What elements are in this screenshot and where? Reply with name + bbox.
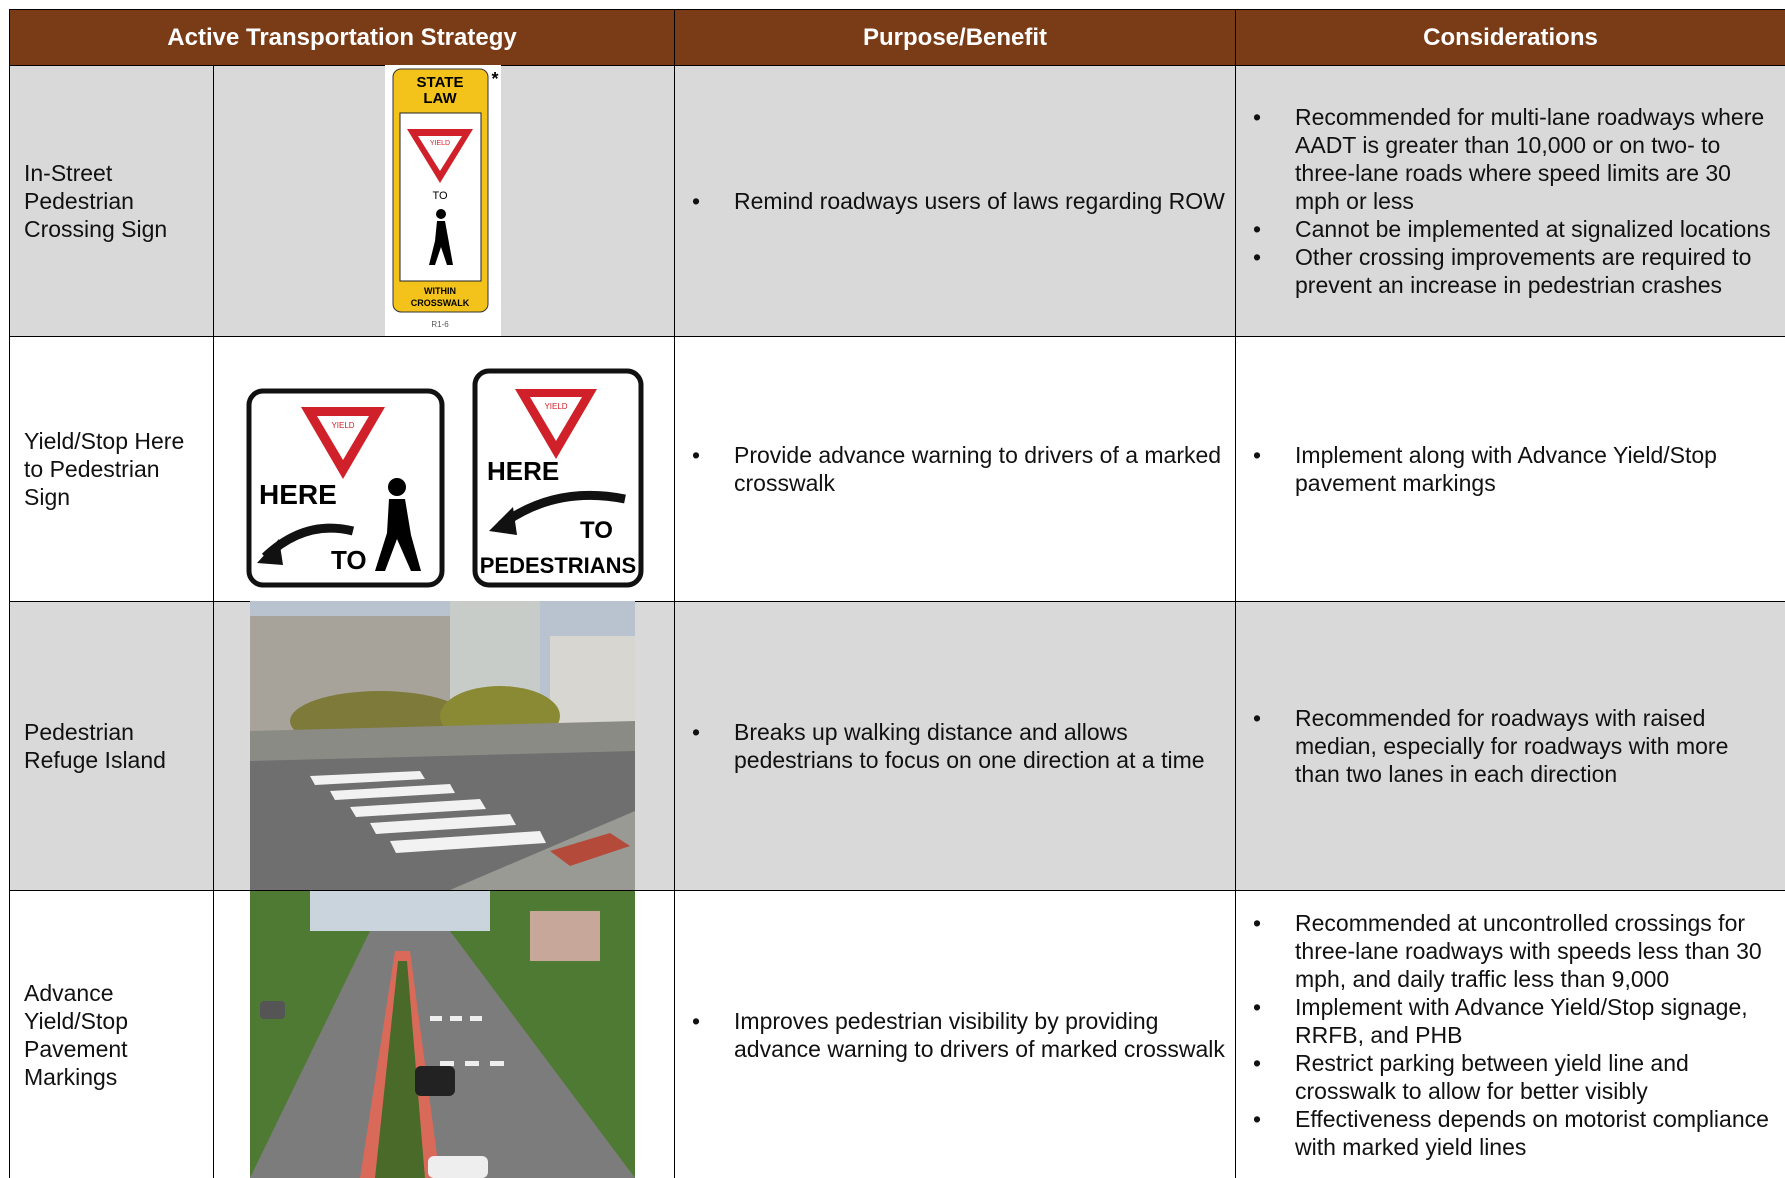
sign-text: TO (580, 517, 613, 544)
sign-text: HERE (487, 456, 559, 486)
bullet-item: Other crossing improvements are required… (1253, 243, 1775, 299)
bullet-list: Recommended at uncontrolled crossings fo… (1236, 909, 1785, 1161)
strategy-cell: Yield/Stop Here to Pedestrian Sign (9, 336, 214, 602)
sign-text: YIELD (544, 402, 567, 411)
refuge-island-photo (250, 601, 635, 890)
sign-text: LAW (423, 90, 457, 107)
bullet-list: Remind roadways users of laws regarding … (675, 187, 1235, 215)
bullet-item: Recommended for multi-lane roadways wher… (1253, 103, 1775, 215)
bullet-item: Restrict parking between yield line and … (1253, 1049, 1775, 1105)
header-cell: Active Transportation Strategy (8, 9, 676, 66)
purpose-cell: Breaks up walking distance and allows pe… (674, 601, 1237, 891)
considerations-cell: Recommended for multi-lane roadways wher… (1235, 65, 1785, 337)
sign-text: PEDESTRIANS (480, 553, 636, 578)
sign-text: R1-6 (431, 320, 449, 329)
bullet-item: Cannot be implemented at signalized loca… (1253, 215, 1775, 243)
strategy-cell: Advance Yield/Stop Pavement Markings (9, 890, 214, 1178)
r1-6-sign: STATE LAW * YIELD TO WITHIN CROSSWALK R1… (385, 65, 501, 336)
bullet-list: Implement along with Advance Yield/Stop … (1236, 441, 1785, 497)
purpose-cell: Provide advance warning to drivers of a … (674, 336, 1237, 602)
bullet-list: Improves pedestrian visibility by provid… (675, 1007, 1235, 1063)
bullet-item: Remind roadways users of laws regarding … (692, 187, 1225, 215)
table-row: In-Street Pedestrian Crossing Sign Remind… (9, 65, 1785, 337)
bullet-list: Recommended for multi-lane roadways wher… (1236, 103, 1785, 299)
bullet-item: Implement with Advance Yield/Stop signag… (1253, 993, 1775, 1049)
sign-text: CROSSWALK (411, 298, 470, 308)
strategy-cell: In-Street Pedestrian Crossing Sign (9, 65, 214, 337)
sign-text: STATE (417, 74, 464, 91)
header-row: Active Transportation Strategy Purpose/B… (8, 9, 1785, 66)
purpose-cell: Improves pedestrian visibility by provid… (674, 890, 1237, 1178)
considerations-cell: Recommended for roadways with raised med… (1235, 601, 1785, 891)
bullet-item: Recommended for roadways with raised med… (1253, 704, 1775, 788)
yield-here-signs: YIELD HERE TO YIELD HERE TO PEDESTRIANS (225, 339, 658, 601)
bullet-item: Recommended at uncontrolled crossings fo… (1253, 909, 1775, 993)
bullet-list: Breaks up walking distance and allows pe… (675, 718, 1235, 774)
considerations-cell: Recommended at uncontrolled crossings fo… (1235, 890, 1785, 1178)
considerations-cell: Implement along with Advance Yield/Stop … (1235, 336, 1785, 602)
purpose-cell: Remind roadways users of laws regarding … (674, 65, 1237, 337)
bullet-item: Provide advance warning to drivers of a … (692, 441, 1225, 497)
sign-text: YIELD (331, 421, 354, 430)
sign-text: WITHIN (424, 286, 456, 296)
header-cell: Considerations (1235, 9, 1785, 66)
sign-text: TO (331, 545, 367, 575)
strategy-cell: Pedestrian Refuge Island (9, 601, 214, 891)
sign-text: HERE (259, 479, 337, 510)
header-cell: Purpose/Benefit (674, 9, 1237, 66)
bullet-list: Provide advance warning to drivers of a … (675, 441, 1235, 497)
bullet-list: Recommended for roadways with raised med… (1236, 704, 1785, 788)
bullet-item: Breaks up walking distance and allows pe… (692, 718, 1225, 774)
bullet-item: Implement along with Advance Yield/Stop … (1253, 441, 1775, 497)
sign-text: * (491, 69, 498, 89)
sign-text: YIELD (430, 140, 450, 147)
pavement-markings-photo (250, 891, 635, 1178)
sign-text: TO (432, 190, 448, 202)
bullet-item: Effectiveness depends on motorist compli… (1253, 1105, 1775, 1161)
bullet-item: Improves pedestrian visibility by provid… (692, 1007, 1225, 1063)
